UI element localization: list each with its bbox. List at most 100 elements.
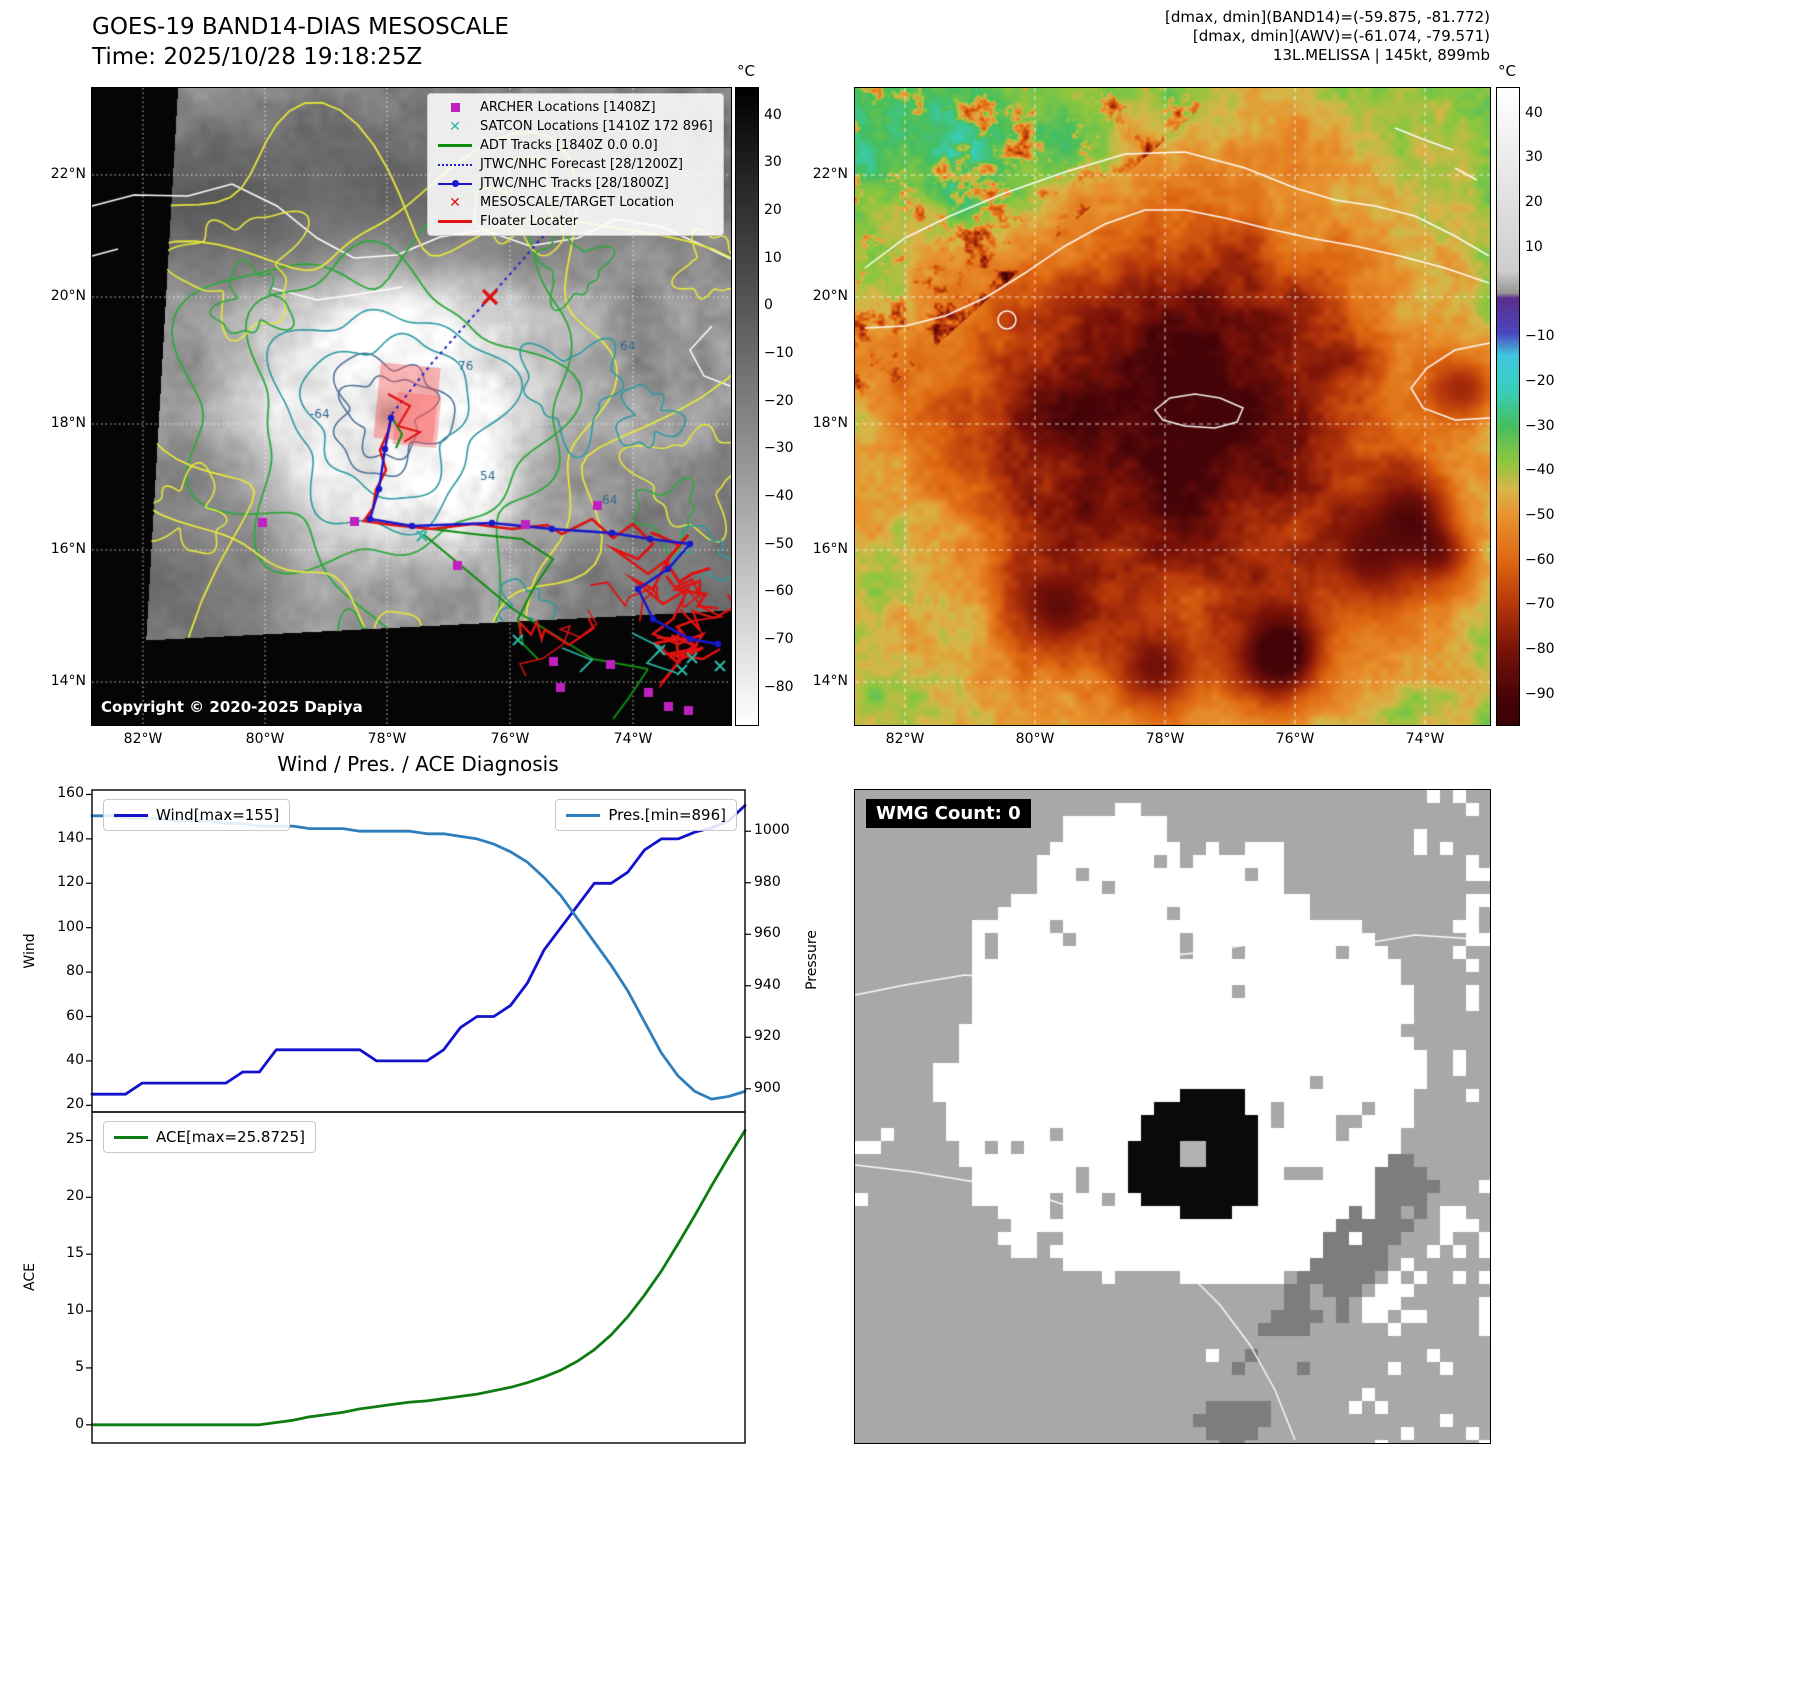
tl-colorbar-tick: −10	[764, 345, 794, 362]
tl-lat-tick: 14°N	[50, 673, 86, 689]
legend-row: Wind[max=155]	[114, 806, 279, 824]
forecast-dotted-line-icon	[438, 163, 472, 166]
pressure-ytick: 1000	[754, 822, 790, 839]
wind-ytick: 160	[57, 785, 84, 802]
tr-lat-tick: 14°N	[812, 673, 848, 689]
tl-colorbar	[735, 87, 759, 726]
legend-label: Wind[max=155]	[156, 806, 280, 824]
satcon-x-icon: ✕	[449, 118, 461, 135]
legend-marker-cell	[566, 813, 601, 817]
tr-colorbar-tick: −90	[1525, 685, 1555, 702]
ace-series-line	[90, 1129, 747, 1427]
tl-colorbar-tick: −30	[764, 440, 794, 457]
legend-marker-cell	[114, 813, 148, 817]
tl-lat-tick: 18°N	[50, 415, 86, 431]
wind-series-line	[90, 804, 747, 1096]
tr-colorbar-tick: −50	[1525, 506, 1555, 523]
legend-marker-cell: ✕	[438, 196, 472, 210]
tl-colorbar-tick: −70	[764, 631, 794, 648]
tl-lat-tick: 20°N	[50, 288, 86, 304]
legend-row: ARCHER Locations [1408Z]	[438, 100, 713, 115]
ace-line-icon	[114, 1135, 148, 1139]
wind-ytick: 80	[66, 963, 84, 980]
wind-line-icon	[114, 813, 148, 817]
pressure-ytick: 920	[754, 1028, 781, 1045]
wind-ytick: 120	[57, 874, 84, 891]
pressure-ylabel: Pressure	[804, 930, 820, 990]
legend-row: ✕ MESOSCALE/TARGET Location	[438, 195, 713, 210]
legend-label: ACE[max=25.8725]	[156, 1128, 305, 1146]
wind-pressure-chart	[86, 789, 751, 1113]
ace-legend: ACE[max=25.8725]	[103, 1121, 316, 1153]
tl-colorbar-tick: 10	[764, 249, 782, 266]
tl-colorbar-tick: −50	[764, 535, 794, 552]
ace-chart	[86, 1111, 747, 1444]
legend-row: ✕ SATCON Locations [1410Z 172 896]	[438, 119, 713, 134]
tr-map-panel	[854, 87, 1491, 726]
tr-lon-tick: 76°W	[1275, 731, 1315, 747]
wind-legend: Wind[max=155]	[103, 799, 291, 831]
tl-colorbar-tick: −80	[764, 678, 794, 695]
tl-colorbar-tick: −40	[764, 488, 794, 505]
tr-lat-tick: 16°N	[812, 541, 848, 557]
legend-marker-cell	[438, 163, 472, 166]
legend-marker-cell	[438, 220, 472, 223]
tr-colorbar-tick: −20	[1525, 372, 1555, 389]
legend-row: Floater Locater	[438, 214, 713, 229]
legend-marker-cell	[438, 179, 472, 188]
tr-info-storm: 13L.MELISSA | 145kt, 899mb	[1272, 46, 1490, 64]
tl-colorbar-tick: −20	[764, 392, 794, 409]
tl-copyright: Copyright © 2020-2025 Dapiya	[101, 698, 363, 716]
ace-ytick: 5	[75, 1358, 84, 1375]
tl-colorbar-tick: 0	[764, 297, 773, 314]
tr-colorbar-tick: 20	[1525, 194, 1543, 211]
pressure-ytick: 940	[754, 976, 781, 993]
tr-colorbar-tick: 40	[1525, 104, 1543, 121]
legend-label: Pres.[min=896]	[608, 806, 726, 824]
chart-frame	[91, 789, 746, 1113]
wmg-count-label: WMG Count: 0	[866, 799, 1031, 828]
pressure-ytick: 900	[754, 1079, 781, 1096]
legend-label: JTWC/NHC Forecast [28/1200Z]	[480, 157, 683, 172]
tr-colorbar-tick: −70	[1525, 596, 1555, 613]
legend-row: Pres.[min=896]	[566, 806, 726, 824]
ace-ytick: 20	[66, 1188, 84, 1205]
legend-row: JTWC/NHC Tracks [28/1800Z]	[438, 176, 713, 191]
legend-marker-cell	[438, 144, 472, 147]
adt-line-icon	[438, 144, 472, 147]
chart-frame	[91, 1111, 746, 1444]
legend-row: ACE[max=25.8725]	[114, 1128, 305, 1146]
legend-row: ADT Tracks [1840Z 0.0 0.0]	[438, 138, 713, 153]
legend-label: MESOSCALE/TARGET Location	[480, 195, 675, 210]
chart-title: Wind / Pres. / ACE Diagnosis	[277, 752, 559, 776]
tr-satellite-canvas	[855, 88, 1490, 725]
tr-info-band14: [dmax, dmin](BAND14)=(-59.875, -81.772)	[1165, 8, 1490, 26]
tr-lon-tick: 74°W	[1405, 731, 1445, 747]
tl-lat-tick: 16°N	[50, 541, 86, 557]
tr-colorbar-unit: °C	[1498, 62, 1516, 80]
archer-square-icon	[450, 103, 460, 112]
tr-colorbar-tick: −80	[1525, 641, 1555, 658]
tl-map-legend: ARCHER Locations [1408Z] ✕ SATCON Location…	[427, 93, 724, 236]
pressure-series-line	[90, 814, 747, 1101]
tl-lat-tick: 22°N	[50, 166, 86, 182]
tr-lon-tick: 78°W	[1145, 731, 1185, 747]
wmg-canvas	[855, 790, 1490, 1443]
ace-ytick: 10	[66, 1302, 84, 1319]
floater-line-icon	[438, 220, 472, 223]
ace-ylabel: ACE	[22, 1263, 38, 1291]
legend-marker-cell	[438, 103, 472, 112]
pressure-line-icon	[566, 813, 601, 817]
wind-ytick: 60	[66, 1007, 84, 1024]
legend-marker-cell	[114, 1135, 148, 1139]
tl-colorbar-tick: −60	[764, 583, 794, 600]
wind-ytick: 40	[66, 1051, 84, 1068]
legend-label: JTWC/NHC Tracks [28/1800Z]	[480, 176, 669, 191]
tr-colorbar-tick: 10	[1525, 238, 1543, 255]
legend-row: JTWC/NHC Forecast [28/1200Z]	[438, 157, 713, 172]
tr-colorbar-tick: −40	[1525, 462, 1555, 479]
ace-ytick: 0	[75, 1415, 84, 1432]
tr-colorbar-tick: −10	[1525, 328, 1555, 345]
wmg-panel	[854, 789, 1491, 1444]
